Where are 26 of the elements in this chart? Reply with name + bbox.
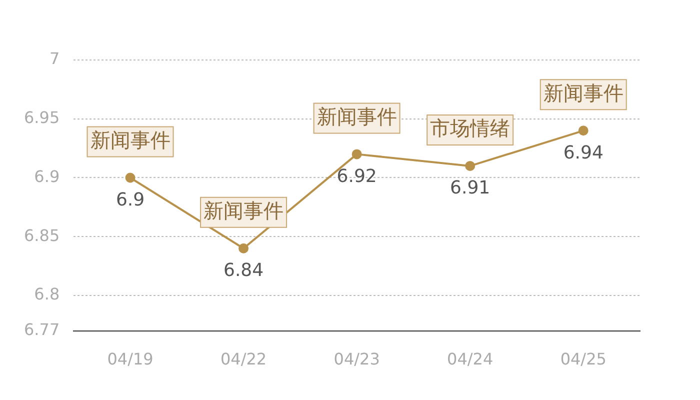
- annotation: 市场情绪: [430, 116, 510, 140]
- data-label: 6.84: [224, 260, 264, 282]
- x-tick-label: 04/19: [107, 350, 154, 369]
- annotation: 新闻事件: [316, 104, 397, 128]
- data-label: 6.92: [336, 166, 377, 187]
- data-label: 6.9: [116, 189, 145, 210]
- data-label: 6.91: [450, 178, 490, 199]
- point: [465, 160, 476, 171]
- y-tick-label: 6.8: [34, 284, 60, 304]
- point: [352, 149, 362, 160]
- annotation: 新闻事件: [543, 80, 624, 105]
- y-tick-label: 6.95: [24, 108, 60, 128]
- annotation: 新闻事件: [90, 128, 170, 152]
- annotation: 新闻事件: [204, 198, 284, 223]
- point: [578, 126, 588, 136]
- x-tick-label: 04/23: [334, 350, 380, 369]
- x-tick-label: 04/25: [560, 350, 606, 369]
- x-tick-label: 04/22: [220, 350, 267, 369]
- y-tick-label: 7: [49, 49, 60, 68]
- x-tick-label: 04/24: [447, 350, 494, 369]
- y-tick-label: 6.9: [34, 166, 60, 186]
- point: [238, 243, 249, 254]
- data-label: 6.94: [563, 142, 604, 164]
- y-tick-label: 6.85: [24, 226, 60, 245]
- point: [125, 172, 136, 183]
- y-tick-label: 6.77: [24, 320, 60, 339]
